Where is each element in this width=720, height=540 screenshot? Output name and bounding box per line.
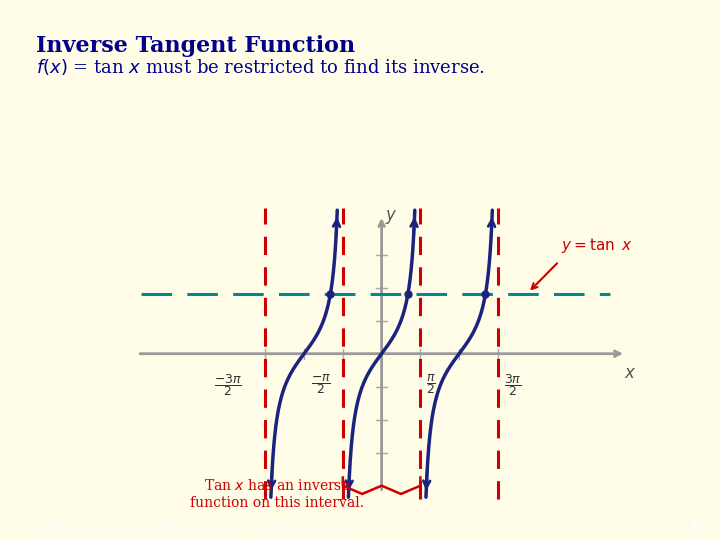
Text: $y = \tan\ x$: $y = \tan\ x$ <box>561 235 633 255</box>
Text: 6: 6 <box>690 521 698 534</box>
Text: function on this interval.: function on this interval. <box>190 496 364 510</box>
Text: $\dfrac{-3\pi}{2}$: $\dfrac{-3\pi}{2}$ <box>214 372 242 398</box>
Text: Copyright © by Houghton Mifflin Company, Inc. All rights reserved.: Copyright © by Houghton Mifflin Company,… <box>22 523 350 534</box>
Text: Tan $x$ has an inverse: Tan $x$ has an inverse <box>204 478 351 493</box>
Text: $\dfrac{-\pi}{2}$: $\dfrac{-\pi}{2}$ <box>311 372 331 396</box>
Text: $f(x)$ = tan $x$ must be restricted to find its inverse.: $f(x)$ = tan $x$ must be restricted to f… <box>36 57 485 77</box>
Text: Inverse Tangent Function: Inverse Tangent Function <box>36 35 355 57</box>
Text: $y$: $y$ <box>385 208 397 226</box>
Text: $\dfrac{\pi}{2}$: $\dfrac{\pi}{2}$ <box>426 372 436 396</box>
Text: $\dfrac{3\pi}{2}$: $\dfrac{3\pi}{2}$ <box>504 372 521 398</box>
Text: $x$: $x$ <box>624 365 636 382</box>
